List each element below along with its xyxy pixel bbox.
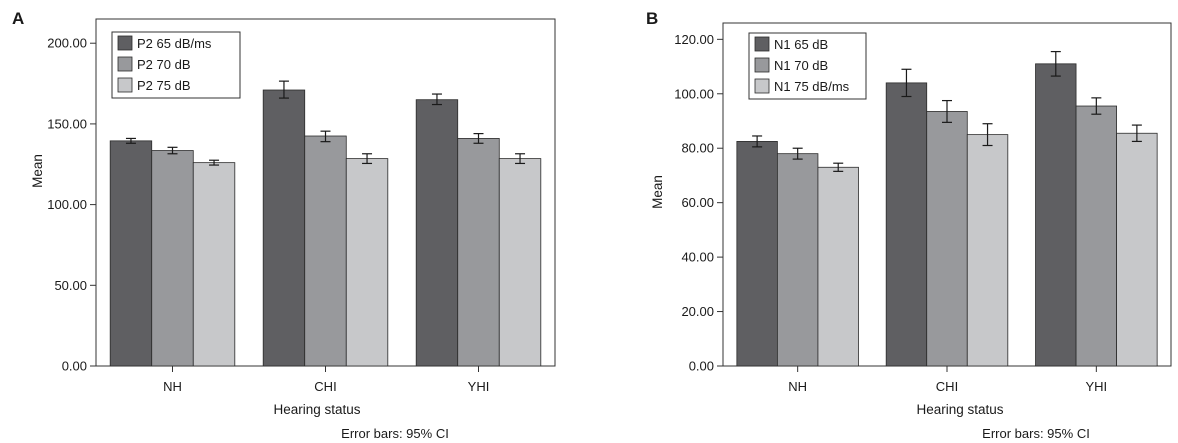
legend-swatch	[117, 35, 133, 51]
chart-panel-a: 0.00 50.00 100.00 150.00 200.00 NH CHI YHI P2 65…	[12, 9, 556, 441]
bar	[345, 158, 389, 367]
bar	[109, 140, 153, 367]
error-bar-note: Error bars: 95% CI	[341, 426, 449, 441]
y-tick-label: 100.00	[674, 86, 714, 101]
x-category-label: CHI	[314, 379, 336, 394]
y-axis-title: Mean	[650, 175, 665, 209]
x-category-label: CHI	[936, 379, 958, 394]
legend-label: N1 75 dB/ms	[774, 79, 850, 94]
bar	[885, 82, 928, 367]
y-tick-label: 150.00	[47, 116, 87, 131]
y-tick-label: 120.00	[674, 32, 714, 47]
y-tick-label: 60.00	[681, 195, 714, 210]
x-axis-title: Hearing status	[916, 402, 1003, 417]
y-tick-label: 0.00	[62, 359, 87, 374]
bar	[415, 99, 459, 367]
bar	[304, 135, 347, 367]
bar	[926, 111, 968, 367]
bar	[817, 166, 859, 367]
legend-swatch	[754, 78, 770, 94]
bar	[457, 138, 500, 367]
bar	[776, 153, 819, 367]
bar	[966, 134, 1009, 367]
x-axis-title: Hearing status	[273, 402, 360, 417]
legend-box	[111, 31, 241, 99]
legend-label: N1 70 dB	[774, 58, 828, 73]
bar	[151, 150, 194, 367]
x-category-label: NH	[163, 379, 182, 394]
legend-swatch	[754, 36, 770, 52]
bar	[736, 141, 778, 367]
chart-panel-b: 0.00 20.00 40.00 60.00 80.00 100.00 120.00 NH CH…	[646, 9, 1172, 441]
legend-label: P2 75 dB	[137, 78, 191, 93]
y-tick-label: 100.00	[47, 197, 87, 212]
y-tick-label: 80.00	[681, 141, 714, 156]
legend-label: P2 65 dB/ms	[137, 36, 212, 51]
legend-swatch	[117, 77, 133, 93]
panel-label: A	[12, 9, 24, 28]
panel-label: B	[646, 9, 658, 28]
bar	[498, 158, 542, 367]
legend-swatch	[754, 57, 770, 73]
bar	[192, 162, 236, 367]
bar	[1075, 105, 1118, 367]
legend-label: N1 65 dB	[774, 37, 828, 52]
y-tick-label: 40.00	[681, 250, 714, 265]
y-tick-label: 50.00	[54, 278, 87, 293]
y-tick-label: 0.00	[689, 359, 714, 374]
legend-swatch	[117, 56, 133, 72]
error-bar-note: Error bars: 95% CI	[982, 426, 1090, 441]
y-tick-label: 20.00	[681, 304, 714, 319]
y-axis-title: Mean	[30, 154, 45, 188]
x-category-label: NH	[788, 379, 807, 394]
bar	[1116, 132, 1158, 367]
bar	[1035, 63, 1077, 367]
y-tick-label: 200.00	[47, 36, 87, 51]
x-category-label: YHI	[1085, 379, 1107, 394]
x-category-label: YHI	[468, 379, 490, 394]
legend-label: P2 70 dB	[137, 57, 191, 72]
bar	[262, 89, 306, 367]
